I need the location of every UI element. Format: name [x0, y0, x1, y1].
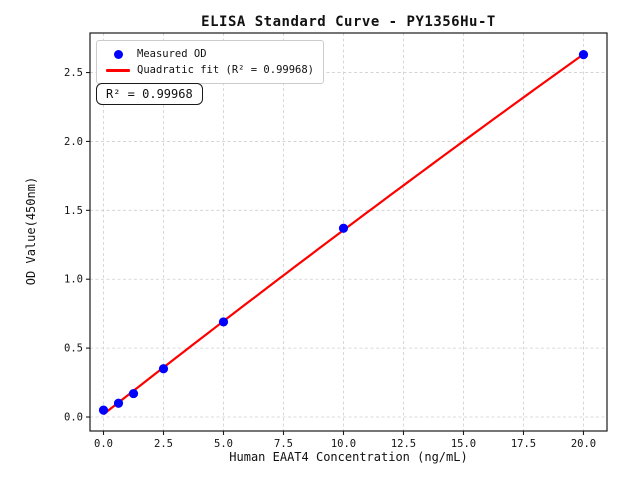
x-tick-label: 12.5	[391, 438, 416, 450]
x-tick-label: 2.5	[154, 438, 173, 450]
y-tick-label: 1.0	[64, 274, 83, 286]
legend-item-quadratic-fit: Quadratic fit (R² = 0.99968)	[103, 62, 314, 78]
y-tick-label: 2.0	[64, 136, 83, 148]
legend-marker-cell	[103, 68, 133, 72]
x-axis-label: Human EAAT4 Concentration (ng/mL)	[229, 450, 468, 464]
measured-od-point	[578, 50, 589, 60]
blue-dot-marker-icon	[113, 49, 123, 59]
y-tick-label: 0.0	[64, 412, 83, 424]
y-tick-label: 0.5	[64, 343, 83, 355]
measured-od-point	[98, 405, 109, 415]
chart-title: ELISA Standard Curve - PY1356Hu-T	[201, 14, 496, 30]
x-tick-label: 0.0	[94, 438, 113, 450]
axes-spines	[89, 32, 608, 432]
measured-od-point	[338, 223, 349, 233]
y-tick-label: 1.5	[64, 205, 83, 217]
x-tick-label: 7.5	[274, 438, 293, 450]
r-squared-annotation: R² = 0.99968	[96, 83, 203, 105]
measured-od-point	[218, 317, 229, 327]
measured-od-point	[158, 364, 169, 374]
x-tick-label: 17.5	[511, 438, 536, 450]
x-tick-label: 10.0	[331, 438, 356, 450]
y-tick-label: 2.5	[64, 67, 83, 79]
x-tick-label: 5.0	[214, 438, 233, 450]
y-axis-label: OD Value(450nm)	[24, 176, 38, 286]
legend-label-measured-od: Measured OD	[137, 48, 207, 60]
x-tick-label: 15.0	[451, 438, 476, 450]
measured-od-point	[113, 398, 124, 408]
legend-item-measured-od: Measured OD	[103, 46, 314, 62]
red-line-marker-icon	[106, 68, 130, 72]
legend-marker-cell	[103, 49, 133, 59]
x-tick-label: 20.0	[571, 438, 596, 450]
measured-od-point	[128, 388, 139, 399]
legend: Measured OD Quadratic fit (R² = 0.99968)	[96, 40, 325, 84]
legend-label-quadratic-fit: Quadratic fit (R² = 0.99968)	[137, 64, 315, 76]
